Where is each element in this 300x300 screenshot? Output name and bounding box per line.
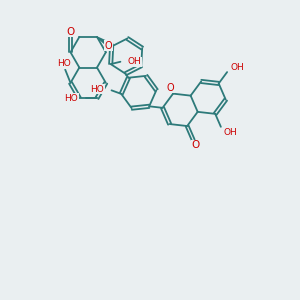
Text: HO: HO — [64, 94, 78, 103]
Text: O: O — [167, 83, 174, 93]
Text: O: O — [104, 41, 112, 51]
Text: OH: OH — [231, 63, 244, 72]
Text: O: O — [191, 140, 200, 151]
Polygon shape — [97, 37, 113, 49]
Text: O: O — [66, 27, 75, 37]
Text: HO: HO — [90, 85, 104, 94]
Text: OH: OH — [127, 57, 141, 66]
Text: OH: OH — [223, 128, 237, 137]
Text: HO: HO — [57, 59, 70, 68]
